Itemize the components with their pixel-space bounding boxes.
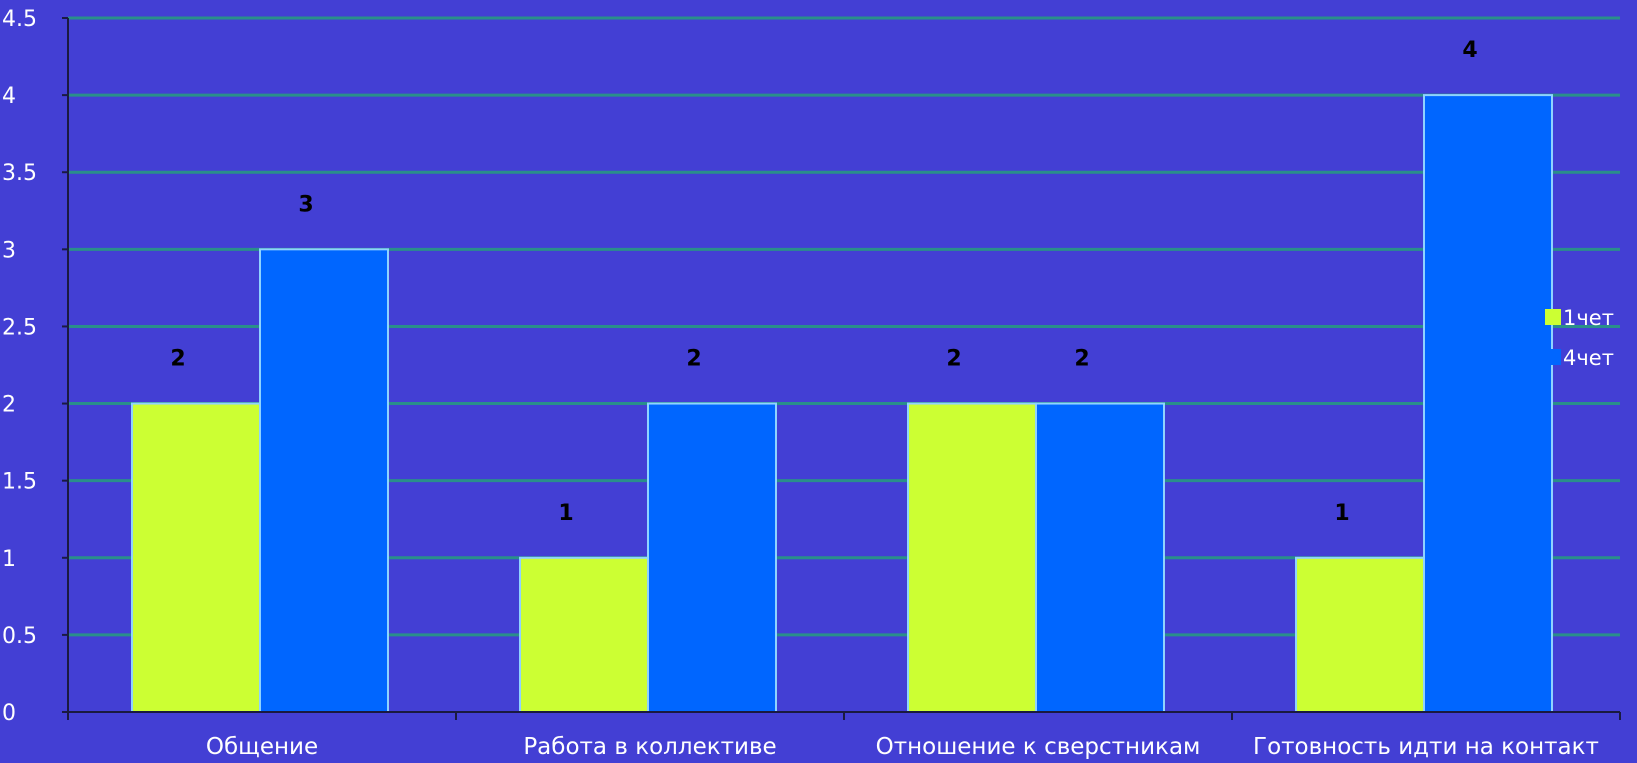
bar-4чет-1: [647, 402, 777, 713]
bar-4чет-3: [1423, 94, 1553, 714]
x-category-label: Общение: [206, 734, 318, 760]
data-label: 3: [298, 192, 313, 217]
axes: 0 0.5 1 1.5 2 2.5 3 3.5 4 4.5 Общение Работа в колл…: [2, 7, 1621, 760]
y-tick-label: 3.5: [2, 161, 37, 186]
legend-label: 4чет: [1563, 346, 1614, 370]
legend: 1чет 4чет: [1545, 306, 1614, 370]
y-tick-label: 1.5: [2, 470, 37, 495]
legend-swatch: [1545, 309, 1561, 325]
bars: [131, 94, 1553, 714]
data-labels: 2 1 2 1 3 2 2 4: [170, 38, 1477, 526]
y-tick-label: 4.5: [2, 7, 37, 32]
bar-1чет-0: [131, 402, 261, 713]
bar-4чет-0: [259, 248, 389, 713]
legend-label: 1чет: [1563, 306, 1614, 330]
y-tick-label: 0: [2, 701, 16, 726]
bar-1чет-2: [907, 402, 1037, 713]
data-label: 2: [1074, 347, 1089, 372]
data-label: 1: [558, 501, 573, 526]
legend-swatch: [1545, 349, 1561, 365]
data-label: 2: [946, 347, 961, 372]
x-category-label: Работа в коллективе: [523, 734, 776, 760]
y-tick-label: 4: [2, 84, 16, 109]
y-tick-label: 2.5: [2, 315, 37, 340]
data-label: 2: [170, 347, 185, 372]
x-category-label: Готовность идти на контакт: [1253, 734, 1599, 760]
data-label: 1: [1334, 501, 1349, 526]
y-tick-label: 0.5: [2, 624, 37, 649]
y-tick-label: 3: [2, 238, 16, 263]
y-tick-label: 2: [2, 393, 16, 418]
data-label: 2: [686, 347, 701, 372]
y-tick-label: 1: [2, 547, 16, 572]
bar-1чет-1: [519, 556, 649, 713]
x-category-label: Отношение к сверстникам: [876, 734, 1201, 760]
data-label: 4: [1462, 38, 1477, 63]
bar-1чет-3: [1295, 556, 1425, 713]
bar-4чет-2: [1035, 402, 1165, 713]
